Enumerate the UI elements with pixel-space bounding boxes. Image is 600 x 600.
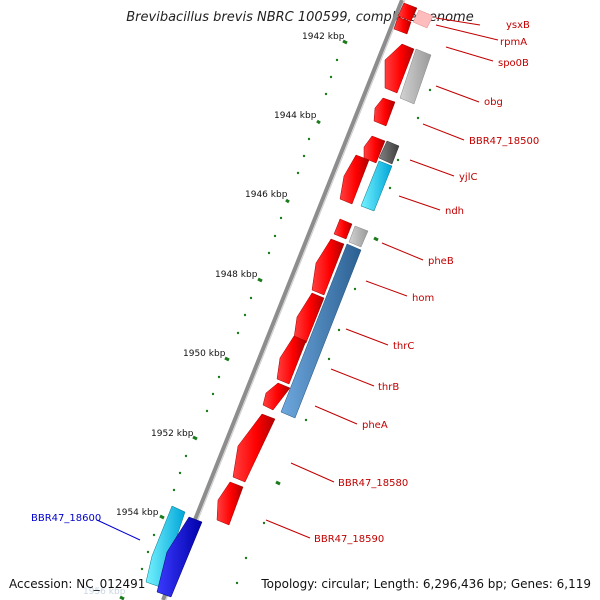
kbp-label: 1952 kbp xyxy=(151,429,194,439)
gene-label-ysxb: ysxB xyxy=(506,20,530,31)
scale-ticks xyxy=(119,39,348,600)
genome-backbone xyxy=(161,0,404,600)
gene-label-bbr47-18500: BBR47_18500 xyxy=(469,136,539,147)
gene-arrow xyxy=(156,516,203,598)
gene-label-spo0b: spo0B xyxy=(498,58,529,69)
gene-label-bbr47-18590: BBR47_18590 xyxy=(314,534,384,545)
gene-arrow xyxy=(145,505,186,588)
gene-label-thrc: thrC xyxy=(393,341,414,352)
kbp-label: 1948 kbp xyxy=(215,270,258,280)
accession-text: Accession: NC_012491 xyxy=(9,577,146,591)
gene-arrow xyxy=(363,135,386,164)
gene-arrow xyxy=(339,154,370,205)
kbp-label: 1946 kbp xyxy=(245,190,288,200)
gene-arrow xyxy=(399,48,432,105)
gene-arrow xyxy=(311,238,345,296)
gene-labels: ysxB rpmA spo0B obg BBR47_18500 yjlC ndh… xyxy=(31,20,539,545)
kbp-label: 1944 kbp xyxy=(274,111,317,121)
kbp-labels: 1942 kbp 1944 kbp 1946 kbp 1948 kbp 1950… xyxy=(83,32,345,597)
gene-label-bbr47-18580: BBR47_18580 xyxy=(338,478,408,489)
kbp-label: 1950 kbp xyxy=(183,349,226,359)
kbp-label: 1942 kbp xyxy=(302,32,345,42)
genome-summary-text: Topology: circular; Length: 6,296,436 bp… xyxy=(261,577,591,591)
gene-label-hom: hom xyxy=(412,293,434,304)
gene-arrow xyxy=(384,43,415,94)
gene-arrow xyxy=(276,335,307,385)
gene-label-thrb: thrB xyxy=(378,382,399,393)
gene-arrow xyxy=(393,16,412,35)
gene-label-rpma: rpmA xyxy=(500,37,527,48)
gene-arrow xyxy=(280,243,362,419)
gene-arrow xyxy=(373,97,396,127)
genome-backbone-shadow xyxy=(165,0,406,600)
gene-arrow xyxy=(232,413,276,483)
gene-arrow xyxy=(262,382,291,411)
gene-arrow xyxy=(360,160,393,212)
gene-label-yjlc: yjlC xyxy=(459,172,477,183)
other-genes xyxy=(145,9,434,598)
kbp-label: 1954 kbp xyxy=(116,508,159,518)
gene-label-bbr47-18600: BBR47_18600 xyxy=(31,513,101,524)
gene-label-ndh: ndh xyxy=(445,206,464,217)
gene-arrow xyxy=(378,140,400,165)
gene-arrow xyxy=(397,2,418,22)
gene-label-pheb: pheB xyxy=(428,256,454,267)
gene-arrow xyxy=(333,218,353,240)
map-title: Brevibacillus brevis NBRC 100599, comple… xyxy=(126,10,474,25)
gene-arrow xyxy=(348,225,369,248)
kbp-label: 1956 kbp xyxy=(83,587,126,597)
gene-label-obg: obg xyxy=(484,97,503,108)
forward-genes xyxy=(216,2,418,526)
gene-label-phea: pheA xyxy=(362,420,388,431)
inner-ticks xyxy=(235,88,432,585)
label-leaders xyxy=(96,17,499,541)
gene-arrow xyxy=(216,481,244,526)
gene-arrow xyxy=(412,9,434,29)
